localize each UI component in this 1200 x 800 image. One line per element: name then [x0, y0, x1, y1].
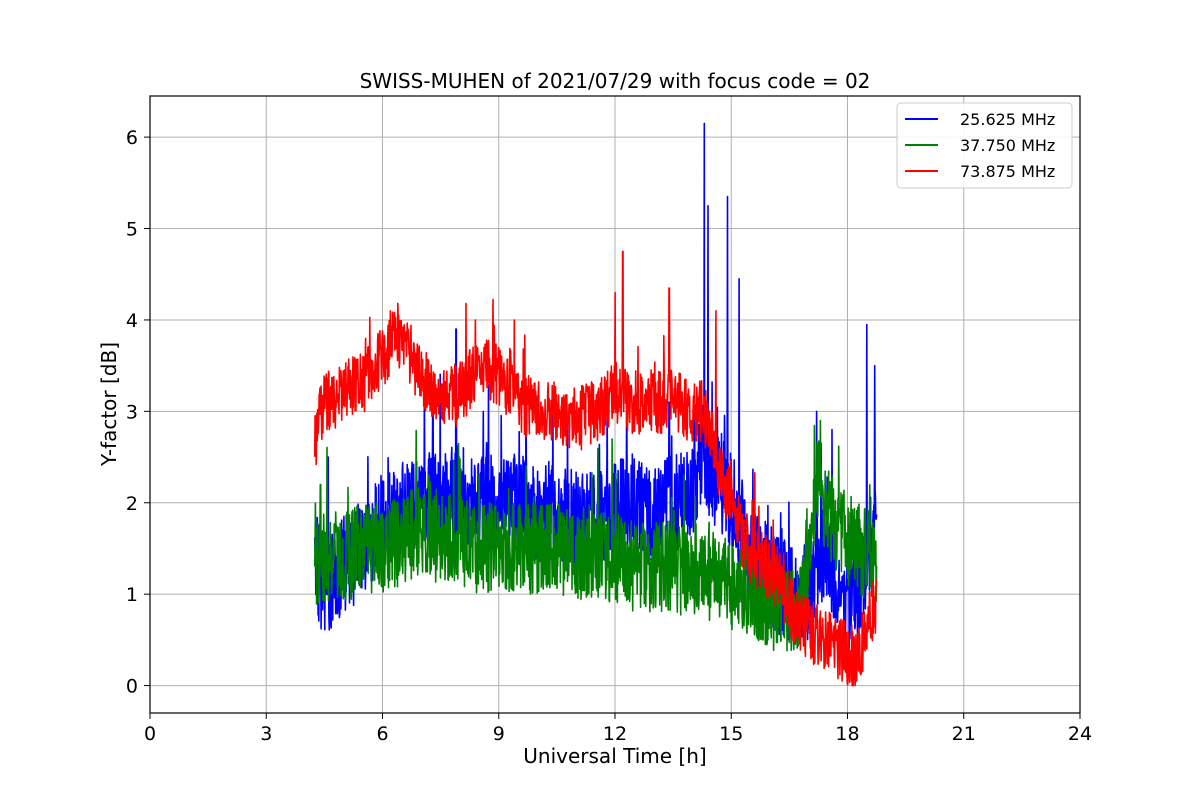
- y-axis: 0 1 2 3 4 5 6: [126, 127, 150, 698]
- y-tick-label: 6: [126, 127, 138, 149]
- y-tick-label: 5: [126, 219, 138, 241]
- legend-label: 25.625 MHz: [960, 110, 1055, 129]
- y-axis-label: Y-factor [dB]: [97, 342, 121, 467]
- x-tick-label: 21: [952, 723, 976, 745]
- series-line-3: [313, 250, 878, 687]
- y-tick-label: 0: [126, 676, 138, 698]
- x-tick-label: 18: [835, 723, 859, 745]
- y-tick-label: 3: [126, 401, 138, 423]
- chart-title: SWISS-MUHEN of 2021/07/29 with focus cod…: [360, 69, 871, 93]
- series-layer: [313, 122, 878, 687]
- x-tick-label: 3: [260, 723, 272, 745]
- y-tick-label: 2: [126, 493, 138, 515]
- x-tick-label: 0: [144, 723, 156, 745]
- x-tick-label: 6: [376, 723, 388, 745]
- x-tick-label: 9: [493, 723, 505, 745]
- legend-label: 73.875 MHz: [960, 162, 1055, 181]
- y-tick-label: 4: [126, 310, 138, 332]
- legend-box: [896, 102, 1073, 189]
- x-axis: 0 3 6 9 12 15 18 21 24: [144, 713, 1092, 745]
- x-tick-label: 24: [1068, 723, 1092, 745]
- x-axis-label: Universal Time [h]: [523, 744, 706, 768]
- legend: 25.625 MHz 37.750 MHz 73.875 MHz: [896, 102, 1073, 189]
- y-tick-label: 1: [126, 584, 138, 606]
- x-tick-label: 15: [719, 723, 743, 745]
- legend-label: 37.750 MHz: [960, 136, 1055, 155]
- x-tick-label: 12: [603, 723, 627, 745]
